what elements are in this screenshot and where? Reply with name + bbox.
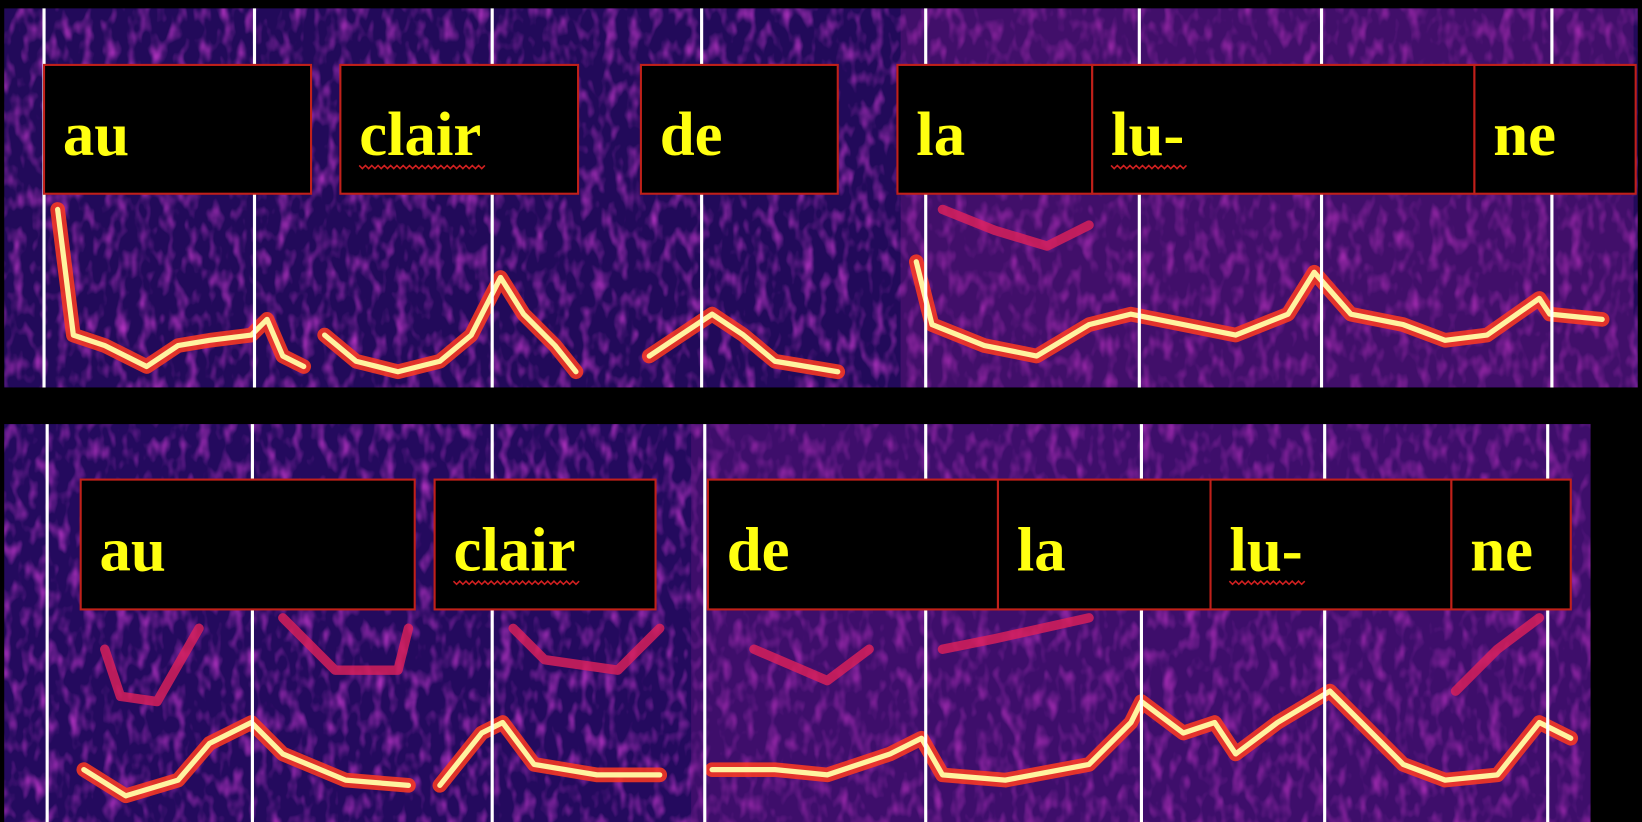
lyric-word: lu- [1229, 515, 1302, 585]
lyric-word: la [1017, 515, 1066, 585]
lyric-word: de [727, 515, 790, 585]
lyric-word: clair [359, 99, 481, 169]
lyric-word: de [660, 99, 723, 169]
lyric-word: ne [1470, 515, 1533, 585]
lyric-word: clair [453, 515, 575, 585]
edge-strip [1591, 424, 1622, 822]
lyric-word: lu- [1111, 99, 1184, 169]
lyric-word: au [100, 515, 166, 585]
lyric-word: au [63, 99, 129, 169]
lyric-word: ne [1493, 99, 1556, 169]
spectrogram-figure: au clair de la lu-ne au clair de la lu-ne [0, 0, 1642, 822]
lyric-word: la [916, 99, 965, 169]
page: auclairdelalu-neauclairdelalu-ne (() => … [0, 0, 1642, 822]
